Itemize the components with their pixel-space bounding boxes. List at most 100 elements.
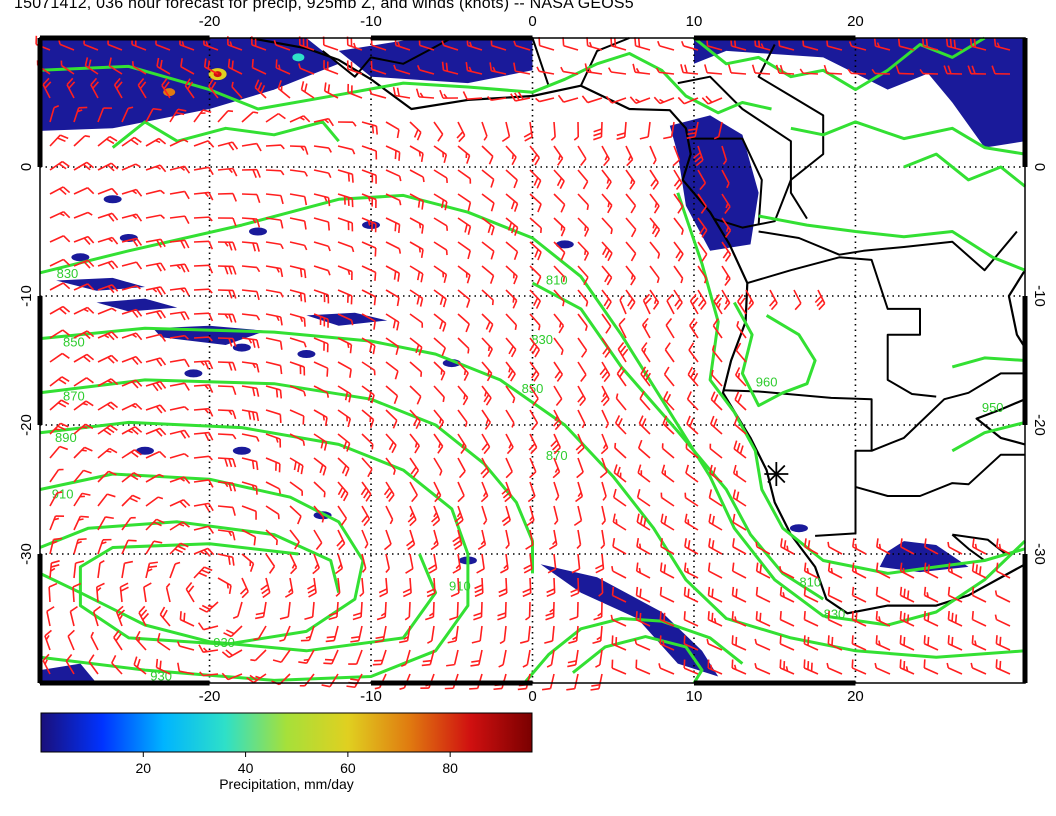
- wind-barb-shaft: [601, 193, 613, 206]
- wind-barb-shaft: [601, 505, 607, 521]
- wind-barb-flag: [532, 398, 539, 406]
- wind-barb: [660, 513, 675, 531]
- wind-barb: [265, 217, 284, 229]
- wind-barb: [275, 59, 291, 75]
- wind-barb: [899, 659, 915, 675]
- wind-barb-flag: [232, 362, 237, 371]
- wind-barb-flag: [709, 664, 713, 670]
- wind-barb-flag: [755, 541, 758, 547]
- wind-barb-shaft: [385, 337, 399, 348]
- wind-barb-shaft: [409, 193, 424, 202]
- wind-barb-shaft: [337, 241, 353, 248]
- wind-barb-flag: [903, 612, 906, 622]
- wind-barb-flag: [998, 543, 1002, 549]
- wind-barb: [430, 529, 439, 551]
- wind-barb-flag: [661, 464, 666, 474]
- wind-barb-shaft: [409, 145, 424, 155]
- wind-barb-shaft: [457, 217, 471, 228]
- wind-barb-flag: [253, 111, 259, 114]
- wind-barb-flag: [120, 582, 129, 588]
- wind-barb: [409, 241, 424, 259]
- wind-barb: [457, 409, 468, 428]
- wind-barb-shaft: [662, 423, 675, 435]
- wind-barb-flag: [148, 565, 158, 569]
- wind-barb-flag: [208, 432, 214, 441]
- wind-barb: [638, 415, 651, 435]
- wind-barb-flag: [645, 372, 652, 381]
- wind-barb-flag: [583, 276, 589, 286]
- wind-barb: [392, 86, 411, 99]
- wind-barb-shaft: [754, 72, 771, 75]
- wind-barb-shaft: [529, 457, 537, 473]
- wind-barb-shaft: [721, 265, 731, 280]
- wind-barb-flag: [379, 592, 388, 598]
- wind-barb: [241, 457, 259, 471]
- wind-barb: [659, 635, 675, 651]
- wind-barb-flag: [602, 398, 610, 407]
- wind-barb-flag: [445, 62, 449, 72]
- wind-barb-flag: [110, 378, 119, 386]
- wind-barb: [462, 91, 483, 101]
- wind-barb-flag: [294, 541, 300, 550]
- wind-barb: [649, 241, 661, 259]
- wind-barb-flag: [701, 229, 708, 238]
- wind-barb-shaft: [443, 44, 459, 51]
- wind-barb-flag: [760, 43, 764, 49]
- wind-barb-shaft: [529, 193, 542, 205]
- wind-barb-flag: [906, 614, 910, 624]
- wind-barb-shaft: [553, 241, 566, 254]
- wind-barb-shaft: [433, 385, 445, 398]
- wind-barb-shaft: [527, 625, 531, 642]
- wind-barb: [135, 630, 147, 651]
- wind-barb: [505, 193, 519, 212]
- wind-barb-flag: [160, 286, 166, 295]
- wind-barb-shaft: [73, 423, 86, 435]
- country-border: [713, 44, 825, 229]
- wind-barb-shaft: [577, 337, 588, 351]
- wind-barb-flag: [607, 252, 613, 262]
- wind-barb-flag: [322, 415, 325, 421]
- wind-barb-flag: [352, 121, 357, 127]
- wind-barb: [48, 582, 58, 603]
- colorbar-tick-label: 20: [136, 760, 152, 776]
- wind-barb: [121, 261, 143, 270]
- wind-barb-shaft: [502, 649, 507, 665]
- wind-barb-flag: [630, 178, 634, 184]
- wind-barb: [265, 169, 285, 176]
- wind-barb: [73, 283, 95, 291]
- wind-barb-shaft: [898, 72, 915, 75]
- wind-barb: [350, 625, 363, 643]
- wind-barb-flag: [308, 592, 317, 598]
- wind-barb: [241, 481, 258, 495]
- wind-barb-flag: [110, 401, 119, 409]
- wind-barb-shaft: [44, 635, 51, 651]
- wind-barb-flag: [715, 297, 723, 306]
- wind-barb-shaft: [132, 65, 147, 75]
- wind-barb: [732, 538, 747, 555]
- wind-barb-flag: [383, 487, 391, 496]
- wind-barb-shaft: [241, 529, 256, 538]
- wind-barb-flag: [556, 177, 563, 187]
- wind-barb-flag: [66, 77, 74, 86]
- wind-barb-flag: [107, 285, 115, 294]
- wind-barb-flag: [827, 586, 831, 596]
- wind-barb-shaft: [660, 594, 675, 603]
- wind-barb-flag: [490, 179, 495, 188]
- wind-barb-shaft: [73, 283, 89, 291]
- wind-barb-flag: [111, 655, 117, 664]
- wind-barb: [378, 577, 389, 598]
- wind-barb-flag: [430, 543, 439, 551]
- wind-barb-flag: [827, 562, 831, 572]
- wind-barb-flag: [327, 84, 331, 93]
- wind-barb-flag: [806, 567, 810, 574]
- wind-barb: [754, 662, 771, 675]
- wind-barb-flag: [466, 274, 471, 284]
- wind-barb: [612, 513, 627, 531]
- wind-barb: [361, 169, 377, 184]
- wind-barb: [73, 538, 87, 555]
- wind-barb-flag: [657, 253, 661, 259]
- wind-barb-flag: [396, 321, 400, 331]
- wind-barb-shaft: [169, 476, 185, 483]
- wind-barb: [265, 265, 284, 278]
- wind-barb: [637, 464, 651, 483]
